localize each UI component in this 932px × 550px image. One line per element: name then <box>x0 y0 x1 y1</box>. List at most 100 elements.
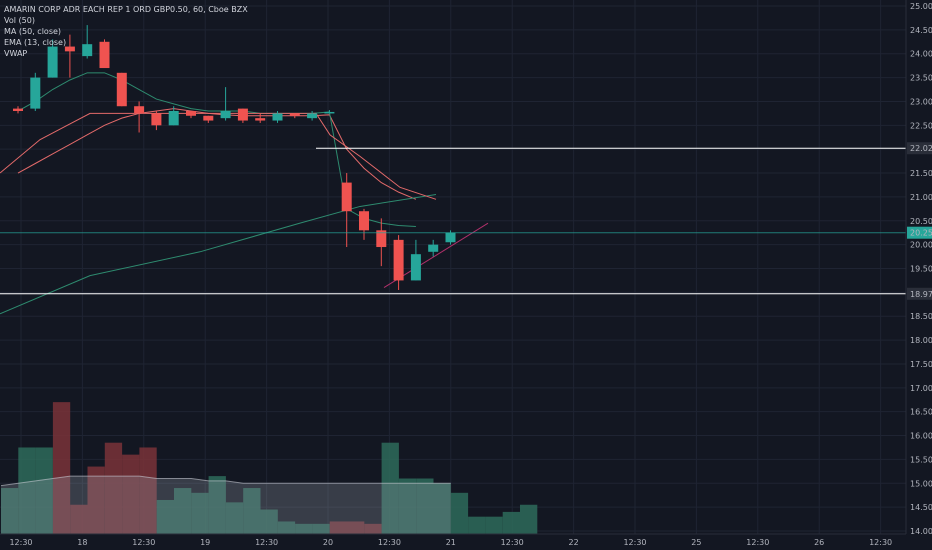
hline-label: 18.97 <box>910 290 932 299</box>
x-tick-label: 12:30 <box>378 538 401 547</box>
y-tick-label: 14.00 <box>910 527 932 536</box>
y-tick-label: 16.00 <box>910 432 932 441</box>
volume-bar <box>243 488 261 534</box>
legend-vwap[interactable]: VWAP <box>4 49 28 58</box>
volume-bar <box>433 483 451 534</box>
legend-ema[interactable]: EMA (13, close) <box>4 38 67 47</box>
volume-bar <box>156 499 174 534</box>
last-price-label-bg <box>907 226 932 239</box>
volume-bar <box>485 516 503 534</box>
candle <box>393 239 404 281</box>
volume-bar <box>191 492 209 534</box>
candle <box>272 113 283 121</box>
legend-volume[interactable]: Vol (50) <box>4 16 35 25</box>
candle <box>324 111 335 114</box>
candle <box>99 41 110 69</box>
volume-bar <box>104 442 123 534</box>
y-tick-label: 21.00 <box>910 193 932 202</box>
hline-label-bg <box>907 142 932 155</box>
candle <box>151 113 162 126</box>
price-axis[interactable]: 25.0024.5024.0023.5023.0022.5022.0021.50… <box>905 0 932 536</box>
y-tick-label: 21.50 <box>910 169 932 178</box>
vwap-line <box>0 194 437 315</box>
candle <box>47 46 58 78</box>
candle <box>64 46 75 52</box>
x-tick-label: 22 <box>569 538 579 547</box>
candle <box>410 254 421 281</box>
y-tick-label: 17.50 <box>910 360 932 369</box>
y-tick-label: 20.00 <box>910 241 932 250</box>
candle <box>255 118 266 121</box>
x-tick-label: 12:30 <box>623 538 646 547</box>
volume-bar <box>35 447 53 534</box>
candle <box>376 230 387 248</box>
y-tick-label: 15.00 <box>910 479 932 488</box>
y-tick-label: 16.50 <box>910 408 932 417</box>
volume-bar <box>520 504 538 534</box>
candle <box>116 72 127 107</box>
x-tick-label: 26 <box>814 538 824 547</box>
volume-ma-line <box>0 475 451 487</box>
x-tick-label: 12:30 <box>255 538 278 547</box>
volume-bar <box>398 478 417 534</box>
volume-bar <box>260 509 278 534</box>
candle <box>13 108 23 111</box>
volume-bar <box>122 454 140 534</box>
legend-ma[interactable]: MA (50, close) <box>4 27 62 36</box>
volume-bar <box>208 476 226 534</box>
candle <box>307 113 318 119</box>
x-tick-label: 12:30 <box>9 538 32 547</box>
volume-bar <box>277 521 296 534</box>
y-tick-label: 19.50 <box>910 265 932 274</box>
volume-bar <box>329 521 347 534</box>
volume-bar <box>468 516 486 534</box>
x-tick-label: 12:30 <box>869 538 892 547</box>
volume-bar <box>1 488 19 534</box>
x-tick-label: 12:30 <box>501 538 524 547</box>
volume-bar <box>450 492 469 534</box>
candle <box>341 182 352 212</box>
candle <box>237 108 248 121</box>
volume-bar <box>312 523 330 534</box>
hline-label-bg <box>907 287 932 300</box>
volume-bar <box>70 504 88 534</box>
y-tick-label: 23.00 <box>910 97 932 106</box>
volume-bar <box>381 442 399 534</box>
candle <box>168 111 179 126</box>
y-tick-label: 20.50 <box>910 217 932 226</box>
candle <box>203 115 214 121</box>
candle <box>445 232 456 243</box>
volume-bar <box>347 521 365 534</box>
hline-label: 22.02 <box>910 144 932 153</box>
candle <box>428 244 439 252</box>
volume-bar <box>225 502 244 534</box>
y-tick-label: 18.50 <box>910 312 932 321</box>
candles <box>13 25 456 290</box>
horizontal-lines[interactable] <box>0 147 906 295</box>
candle <box>134 106 145 114</box>
volume-bar <box>502 511 520 534</box>
volume-bar <box>52 402 71 534</box>
volume-ma-area <box>1 476 451 534</box>
y-tick-label: 24.00 <box>910 50 932 59</box>
legend: AMARIN CORP ADR EACH REP 1 ORD GBP0.50, … <box>4 4 248 59</box>
y-tick-label: 17.00 <box>910 384 932 393</box>
x-tick-label: 20 <box>323 538 333 547</box>
volume-bar <box>174 488 192 534</box>
volume-bar <box>364 523 382 534</box>
y-tick-label: 22.50 <box>910 121 932 130</box>
chart-title[interactable]: AMARIN CORP ADR EACH REP 1 ORD GBP0.50, … <box>4 5 248 14</box>
x-tick-label: 19 <box>200 538 210 547</box>
candle <box>82 44 93 57</box>
x-tick-label: 18 <box>77 538 87 547</box>
volume-pane <box>0 402 538 534</box>
y-tick-label: 24.50 <box>910 26 932 35</box>
last-price-label: 20.25 <box>910 229 932 238</box>
y-tick-label: 14.50 <box>910 503 932 512</box>
x-tick-label: 25 <box>691 538 701 547</box>
time-axis[interactable]: 12:30 18 12:30 19 12:30 20 12:30 21 12:30 22 12:30… <box>0 533 906 547</box>
y-tick-label: 15.50 <box>910 455 932 464</box>
candle <box>289 113 300 116</box>
y-tick-label: 23.50 <box>910 74 932 83</box>
